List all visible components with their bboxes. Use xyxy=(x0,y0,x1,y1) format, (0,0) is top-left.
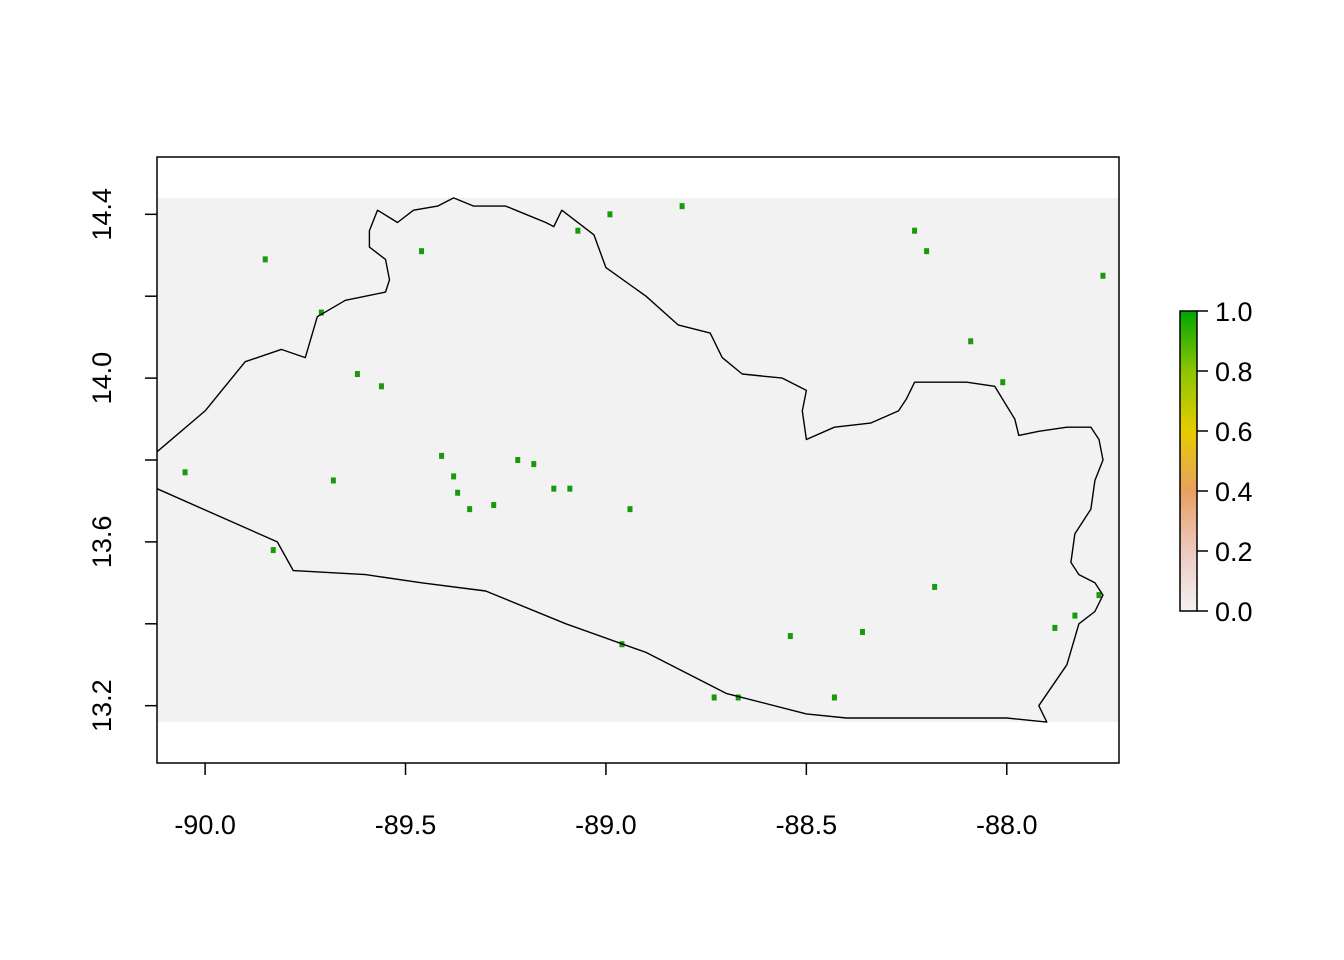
raster-cell xyxy=(551,485,557,492)
raster-cell xyxy=(354,371,360,378)
legend-tick-label: 0.4 xyxy=(1215,477,1253,507)
y-tick-label: 13.6 xyxy=(87,516,117,569)
legend-tick-label: 0.0 xyxy=(1215,597,1253,627)
raster-cell xyxy=(1100,272,1106,279)
raster-cell xyxy=(932,583,938,590)
raster-cell xyxy=(330,477,336,484)
raster-cell xyxy=(1096,592,1102,599)
raster-cell xyxy=(491,502,497,509)
raster-cell xyxy=(831,694,837,701)
x-tick-label: -88.0 xyxy=(976,810,1038,840)
country-outline xyxy=(156,197,1104,723)
raster-cell xyxy=(912,227,918,234)
x-tick-label: -88.5 xyxy=(776,810,838,840)
legend-ticks: 0.0 0.2 0.4 0.6 0.8 1.0 xyxy=(1197,297,1253,627)
country-outline-layer xyxy=(156,197,1104,723)
raster-cell xyxy=(378,383,384,390)
legend-tick-label: 1.0 xyxy=(1215,297,1253,327)
legend-tick-label: 0.2 xyxy=(1215,537,1253,567)
y-tick-label: 13.2 xyxy=(87,679,117,732)
raster-cell xyxy=(515,457,521,463)
raster-cell xyxy=(1052,624,1058,631)
raster-cell xyxy=(1072,612,1078,619)
raster-cell xyxy=(262,256,268,263)
legend-tick-label: 0.8 xyxy=(1215,357,1253,387)
x-tick-label: -90.0 xyxy=(174,810,236,840)
y-tick-label: 14.0 xyxy=(87,352,117,405)
raster-cell xyxy=(1000,379,1006,386)
raster-cell xyxy=(607,211,613,218)
x-tick-label: -89.0 xyxy=(575,810,637,840)
raster-cell xyxy=(567,485,573,492)
raster-cell xyxy=(924,248,930,255)
raster-cell xyxy=(182,469,188,476)
raster-cell xyxy=(575,227,581,234)
x-axis: -90.0 -89.5 -89.0 -88.5 -88.0 xyxy=(174,763,1038,840)
raster-cell xyxy=(679,203,685,210)
x-tick-label: -89.5 xyxy=(375,810,437,840)
raster-cell xyxy=(787,633,793,640)
raster-cell xyxy=(531,461,537,468)
raster-cell xyxy=(270,547,276,554)
raster-cell xyxy=(467,506,473,513)
color-legend: 0.0 0.2 0.4 0.6 0.8 1.0 xyxy=(1179,297,1253,627)
raster-background xyxy=(157,197,1119,723)
raster-cell xyxy=(859,628,865,635)
raster-cell xyxy=(627,506,633,513)
y-tick-label: 14.4 xyxy=(87,188,117,241)
raster-cell xyxy=(711,694,717,701)
raster-cell xyxy=(455,489,461,496)
raster-cell xyxy=(419,248,425,255)
y-axis: 13.2 13.6 14.0 14.4 xyxy=(87,188,157,732)
raster-cell xyxy=(451,473,457,480)
raster-cell xyxy=(318,309,324,316)
raster-cell xyxy=(968,338,974,345)
legend-tick-label: 0.6 xyxy=(1215,417,1253,447)
raster-cell xyxy=(735,694,741,701)
raster-layer xyxy=(157,197,1119,723)
raster-cell xyxy=(439,452,445,459)
legend-color-bar xyxy=(1179,310,1198,612)
